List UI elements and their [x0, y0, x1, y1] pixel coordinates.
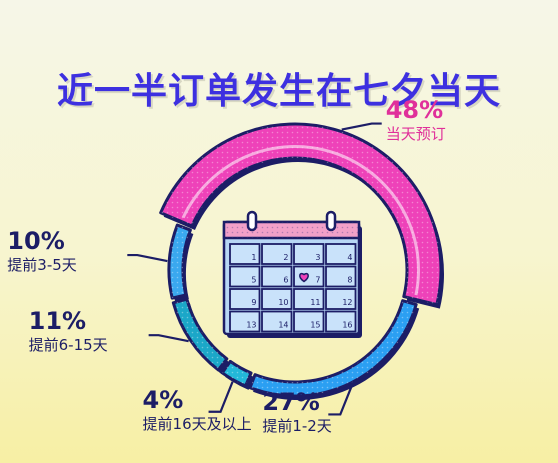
calendar-ring: [325, 210, 337, 232]
calendar-day-cell: [229, 265, 261, 288]
calendar-day-cell: [325, 288, 357, 310]
slice-label: 48% 当天预订: [386, 96, 446, 144]
calendar-day-number: 10: [278, 298, 288, 307]
calendar-day-number: 8: [347, 276, 352, 285]
calendar-day-number: 3: [315, 253, 320, 262]
calendar-day-cell: [229, 243, 261, 265]
slice-label: 11% 提前6-15天: [29, 307, 108, 355]
leader-lines: [127, 122, 382, 416]
slice-category-label: 提前3-5天: [7, 256, 77, 275]
calendar-day-cell: [261, 288, 293, 310]
calendar-day-number: 6: [283, 276, 288, 285]
slice-category-label: 提前6-15天: [28, 336, 108, 355]
calendar-day-number: 5: [251, 276, 256, 285]
calendar-day-number: 16: [342, 321, 352, 330]
slice-percent-label: 10%: [7, 227, 65, 256]
calendar-day-cell: [325, 243, 357, 265]
calendar-day-number: 13: [246, 321, 256, 330]
slice-texture: [173, 299, 227, 370]
calendar-day-number: 12: [342, 298, 352, 307]
calendar-day-cell: [229, 310, 261, 333]
calendar-day-cell: [325, 265, 357, 288]
calendar-day-number: 14: [278, 321, 288, 330]
calendar-day-number: 4: [347, 253, 352, 262]
slice-category-label: 当天预订: [385, 124, 446, 143]
slice-texture: [160, 124, 441, 305]
calendar-day-cell: [261, 310, 293, 333]
slice-percent-label: 11%: [28, 307, 87, 336]
slice-texture: [250, 300, 417, 397]
calendar-day-number: 11: [310, 298, 320, 307]
calendar-day-number: 15: [310, 321, 320, 330]
leader-line: [208, 381, 234, 413]
slice-percent-label: 27%: [262, 388, 320, 417]
chart-title: 近一半订单发生在七夕当天: [56, 71, 501, 112]
slice-texture: [222, 361, 252, 386]
slice-category-label: 提前16天及以上: [142, 414, 252, 433]
leader-line: [127, 253, 168, 263]
calendar-day-number: 9: [251, 298, 256, 307]
calendar-ring: [246, 210, 258, 232]
slice-percent-label: 4%: [142, 385, 184, 414]
leader-line: [328, 384, 354, 416]
slice-label: 27% 提前1-2天: [262, 388, 332, 436]
calendar-day-cell: [261, 265, 293, 288]
leader-line: [148, 334, 189, 343]
slice-label: 10% 提前3-5天: [7, 227, 77, 275]
slice-texture: [169, 225, 191, 299]
calendar-day-number: 7: [315, 276, 320, 285]
slice-category-label: 提前1-2天: [262, 417, 332, 436]
calendar-day-cell: [293, 310, 325, 333]
calendar-day-number: 1: [251, 253, 256, 262]
slice-label: 4% 提前16天及以上: [143, 386, 252, 434]
heart-icon: [299, 272, 309, 283]
calendar-day-number: 2: [283, 253, 288, 262]
calendar-day-cell: [261, 243, 293, 265]
leader-line: [341, 122, 382, 131]
calendar-day-cell: [293, 243, 325, 265]
donut-ring: [159, 122, 444, 401]
calendar-header-texture: [224, 222, 359, 238]
calendar-day-cell: [325, 310, 357, 333]
calendar-day-cell: [293, 288, 325, 310]
calendar-day-cell: [229, 288, 261, 310]
slice-percent-label: 48%: [385, 95, 444, 124]
